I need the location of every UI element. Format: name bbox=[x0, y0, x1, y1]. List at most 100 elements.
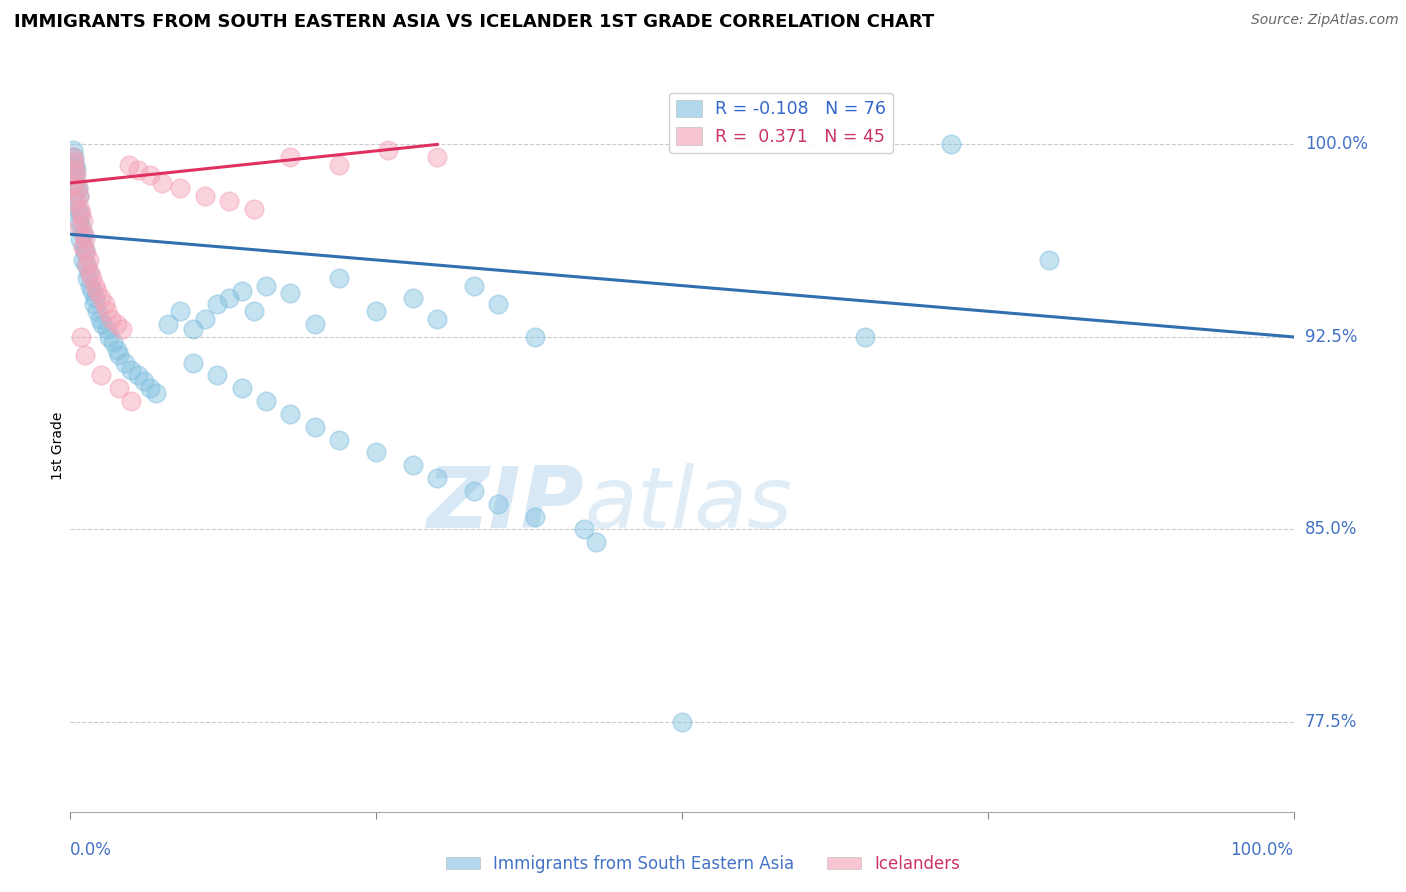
Text: ZIP: ZIP bbox=[426, 463, 583, 546]
Point bbox=[67, 214, 90, 228]
Point bbox=[254, 394, 277, 409]
Point bbox=[150, 176, 173, 190]
Point bbox=[79, 278, 101, 293]
Point bbox=[65, 176, 87, 190]
Point bbox=[139, 381, 162, 395]
Point bbox=[90, 368, 112, 383]
Point bbox=[73, 227, 96, 242]
Point bbox=[91, 317, 114, 331]
Point bbox=[231, 284, 253, 298]
Point bbox=[86, 284, 108, 298]
Point bbox=[69, 232, 91, 246]
Point bbox=[181, 355, 204, 369]
Point bbox=[98, 330, 121, 344]
Point bbox=[73, 245, 96, 260]
Point bbox=[1038, 252, 1060, 267]
Point bbox=[488, 296, 510, 310]
Point bbox=[194, 312, 217, 326]
Point bbox=[69, 207, 91, 221]
Point bbox=[169, 181, 191, 195]
Point bbox=[65, 168, 87, 182]
Point bbox=[65, 163, 87, 178]
Point bbox=[218, 194, 240, 208]
Point bbox=[585, 535, 607, 549]
Point bbox=[93, 296, 115, 310]
Point bbox=[524, 509, 547, 524]
Point bbox=[114, 355, 136, 369]
Point bbox=[75, 258, 97, 272]
Point bbox=[82, 271, 104, 285]
Legend: R = -0.108   N = 76, R =  0.371   N = 45: R = -0.108 N = 76, R = 0.371 N = 45 bbox=[669, 93, 893, 153]
Point bbox=[280, 286, 302, 301]
Point bbox=[83, 292, 105, 306]
Point bbox=[63, 155, 86, 169]
Point bbox=[488, 497, 510, 511]
Point bbox=[280, 150, 302, 164]
Point bbox=[169, 304, 191, 318]
Point bbox=[63, 194, 86, 208]
Point bbox=[127, 163, 149, 178]
Point bbox=[304, 419, 326, 434]
Point bbox=[73, 348, 96, 362]
Point bbox=[83, 278, 105, 293]
Point bbox=[145, 386, 167, 401]
Point bbox=[72, 252, 94, 267]
Point bbox=[76, 258, 98, 272]
Point bbox=[67, 188, 90, 202]
Point bbox=[63, 176, 86, 190]
Point bbox=[100, 312, 122, 326]
Point bbox=[66, 202, 89, 216]
Point bbox=[328, 158, 350, 172]
Point bbox=[63, 163, 86, 178]
Point bbox=[139, 168, 162, 182]
Point bbox=[67, 188, 90, 202]
Text: Source: ZipAtlas.com: Source: ZipAtlas.com bbox=[1251, 13, 1399, 28]
Point bbox=[66, 181, 89, 195]
Point bbox=[101, 334, 124, 349]
Point bbox=[70, 219, 93, 234]
Point bbox=[205, 368, 228, 383]
Text: 100.0%: 100.0% bbox=[1305, 136, 1368, 153]
Point bbox=[426, 312, 449, 326]
Point bbox=[402, 292, 425, 306]
Point bbox=[280, 407, 302, 421]
Point bbox=[75, 245, 97, 260]
Point bbox=[118, 158, 141, 172]
Point bbox=[73, 240, 96, 254]
Text: atlas: atlas bbox=[583, 463, 792, 546]
Point bbox=[304, 317, 326, 331]
Point bbox=[218, 292, 240, 306]
Legend: Immigrants from South Eastern Asia, Icelanders: Immigrants from South Eastern Asia, Icel… bbox=[440, 848, 966, 880]
Point bbox=[194, 188, 217, 202]
Point bbox=[108, 381, 131, 395]
Point bbox=[366, 304, 388, 318]
Point bbox=[63, 158, 86, 172]
Point bbox=[79, 266, 101, 280]
Text: 100.0%: 100.0% bbox=[1230, 841, 1294, 859]
Point bbox=[72, 214, 94, 228]
Text: 0.0%: 0.0% bbox=[70, 841, 112, 859]
Point bbox=[72, 227, 94, 242]
Point bbox=[181, 322, 204, 336]
Point bbox=[463, 278, 485, 293]
Point bbox=[121, 363, 143, 377]
Point bbox=[121, 394, 143, 409]
Point bbox=[77, 266, 100, 280]
Point bbox=[524, 330, 547, 344]
Point bbox=[231, 381, 253, 395]
Point bbox=[67, 219, 90, 234]
Point bbox=[82, 284, 104, 298]
Point bbox=[243, 202, 266, 216]
Point bbox=[77, 252, 100, 267]
Point bbox=[855, 330, 877, 344]
Point bbox=[402, 458, 425, 473]
Point bbox=[671, 714, 693, 729]
Point bbox=[111, 322, 134, 336]
Point bbox=[463, 483, 485, 498]
Point bbox=[86, 304, 108, 318]
Point bbox=[96, 304, 118, 318]
Point bbox=[377, 143, 399, 157]
Point bbox=[254, 278, 277, 293]
Point bbox=[62, 143, 84, 157]
Text: 92.5%: 92.5% bbox=[1305, 328, 1357, 346]
